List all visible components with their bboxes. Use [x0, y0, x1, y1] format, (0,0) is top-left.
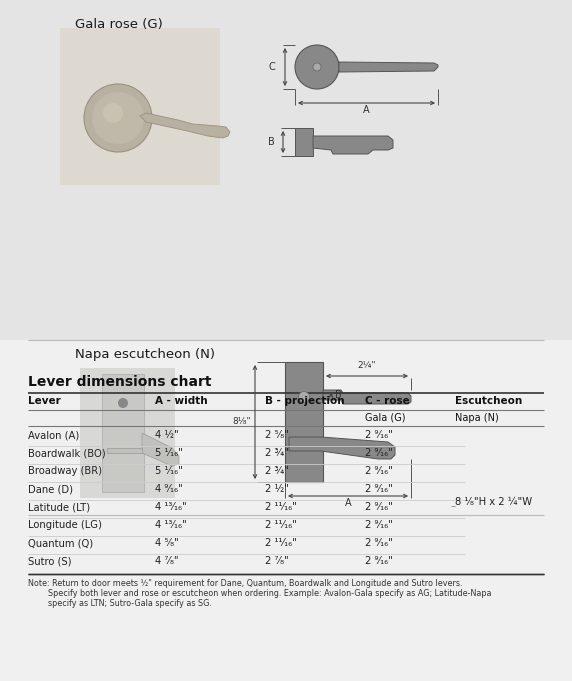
Polygon shape: [102, 374, 144, 492]
Text: 4 ⁷⁄₈": 4 ⁷⁄₈": [155, 556, 178, 566]
Polygon shape: [0, 340, 572, 681]
Text: 2 ⁹⁄₁₆": 2 ⁹⁄₁₆": [365, 538, 393, 548]
Text: Avalon (A): Avalon (A): [28, 430, 80, 440]
Text: 2 ⁹⁄₁₆": 2 ⁹⁄₁₆": [365, 502, 393, 512]
Text: B: B: [335, 390, 341, 400]
Polygon shape: [323, 390, 411, 404]
Text: 2 ¹¹⁄₁₆": 2 ¹¹⁄₁₆": [265, 520, 297, 530]
Text: A: A: [363, 105, 370, 115]
Polygon shape: [313, 136, 393, 154]
Text: 2 ½": 2 ½": [265, 484, 289, 494]
Text: Broadway (BR): Broadway (BR): [28, 466, 102, 476]
Text: 2 ¾": 2 ¾": [265, 466, 289, 476]
Polygon shape: [140, 113, 230, 138]
Text: Lever dimensions chart: Lever dimensions chart: [28, 375, 212, 389]
Text: 2 ¾": 2 ¾": [265, 448, 289, 458]
Text: Napa escutcheon (N): Napa escutcheon (N): [75, 348, 215, 361]
Polygon shape: [285, 362, 323, 482]
Text: Specify both lever and rose or escutcheon when ordering. Example: Avalon-Gala sp: Specify both lever and rose or escutcheo…: [28, 589, 491, 598]
Ellipse shape: [84, 84, 152, 152]
Text: 2 ⁹⁄₁₆": 2 ⁹⁄₁₆": [365, 448, 393, 458]
Text: Boardwalk (BO): Boardwalk (BO): [28, 448, 106, 458]
Ellipse shape: [313, 63, 321, 71]
Text: Dane (D): Dane (D): [28, 484, 73, 494]
Text: 2 ⁹⁄₁₆": 2 ⁹⁄₁₆": [365, 430, 393, 440]
Ellipse shape: [299, 392, 309, 402]
Text: 2 ⁹⁄₁₆": 2 ⁹⁄₁₆": [365, 520, 393, 530]
Ellipse shape: [118, 398, 128, 408]
Text: B: B: [268, 137, 275, 147]
Text: 4 ¹³⁄₁₆": 4 ¹³⁄₁₆": [155, 520, 186, 530]
Text: Note: Return to door meets ½" requirement for Dane, Quantum, Boardwalk and Longi: Note: Return to door meets ½" requiremen…: [28, 579, 463, 588]
Text: Sutro (S): Sutro (S): [28, 556, 72, 566]
Text: Escutcheon: Escutcheon: [455, 396, 522, 406]
Text: specify as LTN; Sutro-Gala specify as SG.: specify as LTN; Sutro-Gala specify as SG…: [28, 599, 212, 608]
Text: C - rose: C - rose: [365, 396, 410, 406]
Polygon shape: [295, 128, 313, 156]
Ellipse shape: [103, 103, 123, 123]
Text: 2 ¹¹⁄₁₆": 2 ¹¹⁄₁₆": [265, 502, 297, 512]
Text: Quantum (Q): Quantum (Q): [28, 538, 93, 548]
Text: 4 ¹³⁄₁₆": 4 ¹³⁄₁₆": [155, 502, 186, 512]
Text: A - width: A - width: [155, 396, 208, 406]
Text: 2 ⁹⁄₁₆": 2 ⁹⁄₁₆": [365, 484, 393, 494]
Text: 4 ⁹⁄₁₆": 4 ⁹⁄₁₆": [155, 484, 182, 494]
Text: 2 ⁹⁄₁₆": 2 ⁹⁄₁₆": [365, 466, 393, 476]
Text: Napa (N): Napa (N): [455, 413, 499, 423]
Text: 2 ⁵⁄₈": 2 ⁵⁄₈": [265, 430, 289, 440]
Text: Latitude (LT): Latitude (LT): [28, 502, 90, 512]
Text: 5 ¹⁄₁₆": 5 ¹⁄₁₆": [155, 466, 183, 476]
Text: 5 ¹⁄₁₆": 5 ¹⁄₁₆": [155, 448, 183, 458]
Text: Longitude (LG): Longitude (LG): [28, 520, 102, 530]
Polygon shape: [80, 368, 175, 498]
Text: 2 ⁹⁄₁₆": 2 ⁹⁄₁₆": [365, 556, 393, 566]
Text: C: C: [268, 62, 275, 72]
Ellipse shape: [92, 92, 144, 144]
Text: A: A: [345, 498, 351, 508]
Text: 2 ¹¹⁄₁₆": 2 ¹¹⁄₁₆": [265, 538, 297, 548]
Polygon shape: [142, 433, 179, 466]
Ellipse shape: [295, 45, 339, 89]
Text: Gala rose (G): Gala rose (G): [75, 18, 163, 31]
Text: 8 ¹⁄₈"H x 2 ¼"W: 8 ¹⁄₈"H x 2 ¼"W: [455, 497, 532, 507]
Text: B - projection: B - projection: [265, 396, 344, 406]
Polygon shape: [0, 0, 572, 340]
Text: Gala (G): Gala (G): [365, 413, 406, 423]
Text: 2 ⁷⁄₈": 2 ⁷⁄₈": [265, 556, 289, 566]
Text: Lever: Lever: [28, 396, 61, 406]
Polygon shape: [339, 62, 438, 72]
Text: 4 ½": 4 ½": [155, 430, 178, 440]
Text: 2¼": 2¼": [358, 361, 376, 370]
Text: 4 ⁵⁄₈": 4 ⁵⁄₈": [155, 538, 178, 548]
Polygon shape: [60, 28, 220, 185]
Polygon shape: [107, 448, 142, 453]
Text: 8¹⁄₈": 8¹⁄₈": [232, 417, 251, 426]
Polygon shape: [289, 437, 395, 459]
